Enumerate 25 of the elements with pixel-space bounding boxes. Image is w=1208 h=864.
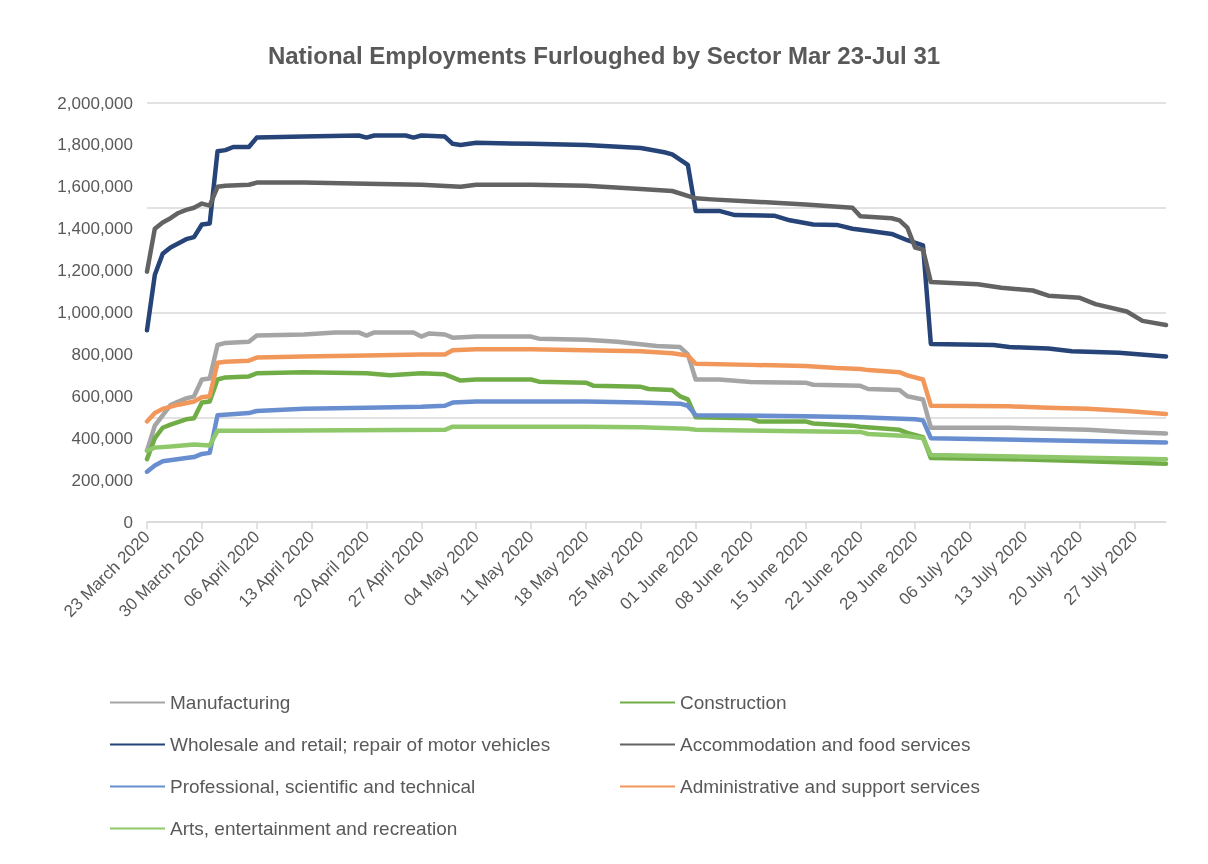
y-tick-label: 800,000	[71, 344, 133, 364]
y-tick-label: 1,000,000	[57, 303, 133, 322]
legend-label: Administrative and support services	[680, 776, 980, 797]
chart-title: National Employments Furloughed by Sector Mar 23-Jul 31	[267, 41, 941, 69]
y-tick-label: 1,800,000	[57, 135, 133, 155]
y-tick-label: 1,200,000	[57, 261, 133, 281]
legend-label: Professional, scientific and technical	[170, 776, 476, 797]
legend-label: Manufacturing	[170, 692, 291, 713]
line-series	[144, 346, 1169, 424]
legend-label: Wholesale and retail; repair of motor vehicles	[170, 734, 551, 755]
line-series	[144, 369, 1169, 467]
line-series	[144, 399, 1169, 474]
y-tick-label: 600,000	[71, 386, 133, 406]
y-tick-label: 0	[123, 512, 133, 532]
line-series	[144, 424, 1169, 462]
line-series	[144, 133, 1169, 359]
y-tick-label: 1,400,000	[57, 219, 133, 239]
y-tick-label: 400,000	[71, 428, 133, 448]
y-tick-label: 200,000	[71, 470, 133, 490]
line-series	[144, 180, 1169, 328]
legend-label: Construction	[680, 692, 787, 713]
legend-label: Arts, entertainment and recreation	[170, 818, 458, 839]
y-tick-label: 2,000,000	[57, 93, 133, 113]
y-tick-label: 1,600,000	[57, 177, 133, 197]
legend-label: Accommodation and food services	[680, 734, 971, 755]
